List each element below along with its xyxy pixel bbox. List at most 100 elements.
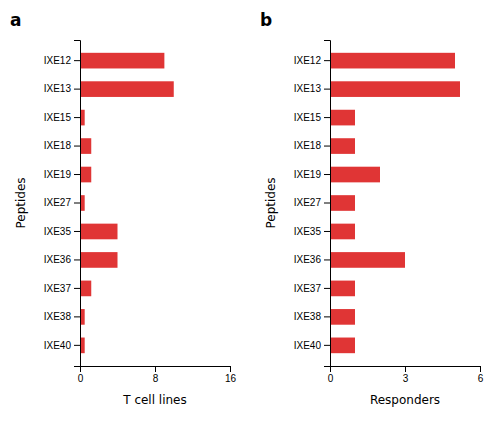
tick-label: IXE15 [44, 112, 72, 123]
tick-mark [74, 146, 80, 147]
axis-line [81, 367, 231, 373]
bar [80, 81, 174, 97]
tick-label: IXE40 [44, 340, 72, 351]
axis-line [331, 367, 481, 373]
bar [330, 338, 355, 354]
tick-label: IXE36 [294, 254, 322, 265]
bar [330, 252, 405, 268]
tick-mark [74, 231, 80, 232]
y-tick: IXE18 [294, 140, 330, 151]
x-tick: 8 [153, 366, 159, 384]
bar [80, 281, 91, 297]
y-tick: IXE38 [294, 311, 330, 322]
y-tick: IXE13 [44, 83, 80, 94]
tick-mark [324, 174, 330, 175]
x-axis-title: Responders [370, 393, 440, 407]
x-axis-title: T cell lines [122, 393, 187, 407]
x-axis: 0 3 6 [328, 366, 484, 384]
tick-label: IXE12 [294, 55, 322, 66]
tick-mark [74, 288, 80, 289]
bar [80, 224, 118, 240]
tick-label: IXE15 [294, 112, 322, 123]
tick-mark [324, 146, 330, 147]
x-tick: 0 [328, 366, 334, 384]
bar [80, 53, 164, 69]
bar [330, 224, 355, 240]
y-tick: IXE13 [294, 83, 330, 94]
tick-label: 16 [225, 373, 237, 384]
bar [80, 252, 118, 268]
tick-mark [405, 366, 406, 372]
y-axis: IXE12 IXE13 IXE15 IXE18 IXE19 IXE27 IXE35 IXE36… [294, 41, 331, 367]
tick-label: IXE35 [44, 226, 72, 237]
y-tick: IXE36 [44, 254, 80, 265]
tick-mark [74, 316, 80, 317]
y-tick: IXE35 [294, 226, 330, 237]
y-axis-title: Peptides [14, 177, 28, 228]
tick-mark [324, 316, 330, 317]
tick-mark [480, 366, 481, 372]
tick-mark [74, 89, 80, 90]
tick-label: 0 [328, 373, 334, 384]
y-tick: IXE12 [294, 55, 330, 66]
bar [330, 110, 355, 126]
x-tick: 0 [78, 366, 84, 384]
tick-label: IXE40 [294, 340, 322, 351]
tick-mark [74, 203, 80, 204]
bar [330, 138, 355, 154]
tick-label: 3 [403, 373, 409, 384]
x-axis: 0 8 16 [78, 366, 237, 384]
tick-mark [324, 203, 330, 204]
y-tick: IXE19 [44, 169, 80, 180]
y-tick: IXE40 [44, 340, 80, 351]
bar [330, 281, 355, 297]
bar [330, 167, 380, 183]
y-axis-title: Peptides [264, 177, 278, 228]
tick-label: IXE37 [294, 283, 322, 294]
tick-mark [324, 288, 330, 289]
tick-label: 8 [153, 373, 159, 384]
y-tick: IXE27 [294, 197, 330, 208]
bars [80, 53, 174, 353]
y-tick: IXE12 [44, 55, 80, 66]
panel-label: a [10, 10, 21, 30]
panel: 0 8 16 IXE12 IXE13 IXE15 IXE18 IXE19 IXE27 IXE35 I… [10, 10, 236, 407]
tick-label: IXE38 [44, 311, 72, 322]
tick-mark [74, 117, 80, 118]
y-tick: IXE37 [44, 283, 80, 294]
tick-label: IXE18 [294, 140, 322, 151]
chart-root: 0816IXE12IXE13IXE15IXE18IXE19IXE27IXE35I… [0, 0, 500, 421]
tick-mark [324, 345, 330, 346]
tick-label: IXE13 [44, 83, 72, 94]
y-tick: IXE15 [44, 112, 80, 123]
tick-mark [74, 60, 80, 61]
bar [330, 53, 455, 69]
y-tick: IXE37 [294, 283, 330, 294]
tick-label: IXE27 [44, 197, 72, 208]
tick-label: IXE12 [44, 55, 72, 66]
y-tick: IXE40 [294, 340, 330, 351]
tick-label: IXE19 [44, 169, 72, 180]
tick-label: IXE38 [294, 311, 322, 322]
tick-label: 0 [78, 373, 84, 384]
tick-mark [74, 259, 80, 260]
tick-mark [324, 60, 330, 61]
tick-mark [74, 174, 80, 175]
tick-label: IXE27 [294, 197, 322, 208]
y-tick: IXE19 [294, 169, 330, 180]
bar [330, 195, 355, 211]
bar [330, 81, 460, 97]
y-tick: IXE36 [294, 254, 330, 265]
y-tick: IXE18 [44, 140, 80, 151]
x-tick: 6 [478, 366, 484, 384]
tick-mark [155, 366, 156, 372]
tick-label: IXE37 [44, 283, 72, 294]
bar [330, 309, 355, 325]
tick-label: IXE35 [294, 226, 322, 237]
tick-label: 6 [478, 373, 484, 384]
tick-mark [324, 117, 330, 118]
tick-label: IXE13 [294, 83, 322, 94]
y-tick: IXE38 [44, 311, 80, 322]
tick-mark [324, 231, 330, 232]
x-tick: 3 [403, 366, 409, 384]
